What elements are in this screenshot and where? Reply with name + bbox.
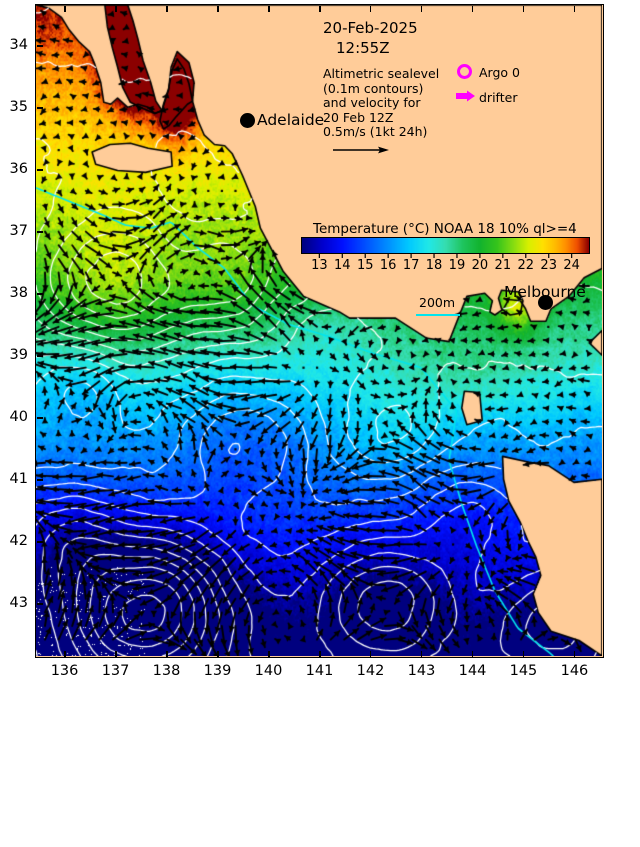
- longitude-tick: [369, 650, 372, 657]
- longitude-tick: [471, 5, 474, 12]
- latitude-tick-label: 34: [9, 36, 28, 53]
- colorbar-tick-label: 18: [425, 258, 443, 273]
- longitude-tick-label: 144: [458, 662, 487, 679]
- longitude-tick-label: 137: [101, 662, 130, 679]
- longitude-tick: [115, 650, 117, 657]
- longitude-tick-label: 139: [203, 662, 232, 679]
- latitude-tick: [36, 231, 43, 233]
- colorbar-tick-label: 23: [540, 258, 557, 273]
- velocity-scale-arrow-icon: [333, 146, 389, 154]
- longitude-tick: [319, 650, 321, 657]
- latitude-tick: [36, 45, 43, 47]
- longitude-tick-label: 138: [152, 662, 181, 679]
- city-label-melbourne: Melbourne: [504, 283, 586, 301]
- latitude-tick: [36, 355, 43, 357]
- bathymetry-label: 200m: [419, 295, 456, 310]
- bathymetry-line-sample: [416, 314, 460, 316]
- longitude-tick: [420, 650, 423, 657]
- colorbar-title: Temperature (°C) NOAA 18 10% ql>=4: [313, 221, 577, 237]
- latitude-tick-label: 42: [9, 532, 28, 549]
- colorbar-tick-label: 14: [334, 258, 351, 273]
- longitude-tick-label: 140: [254, 662, 283, 679]
- longitude-tick-label: 136: [50, 662, 79, 679]
- longitude-tick-label: 146: [560, 662, 589, 679]
- latitude-tick-label: 36: [9, 160, 28, 177]
- longitude-tick: [64, 5, 66, 12]
- longitude-tick: [64, 650, 66, 657]
- latitude-tick-label: 39: [9, 346, 28, 363]
- sst-velocity-field-canvas: [36, 5, 602, 656]
- drifter-marker-icon: [456, 90, 475, 102]
- legend-label-drifter: drifter: [479, 90, 518, 105]
- argo-float-marker-icon: [457, 64, 472, 79]
- latitude-tick-label: 40: [9, 408, 28, 425]
- longitude-tick-label: 143: [407, 662, 436, 679]
- longitude-tick: [217, 650, 219, 657]
- longitude-tick: [166, 650, 168, 657]
- temperature-colorbar: [301, 237, 590, 254]
- longitude-tick: [573, 650, 576, 657]
- map-title-date: 20-Feb-2025: [323, 19, 418, 37]
- longitude-tick: [522, 5, 525, 12]
- longitude-tick: [166, 5, 168, 12]
- map-description: Altimetric sealevel (0.1m contours) and …: [323, 66, 440, 140]
- city-label-adelaide: Adelaide: [257, 111, 325, 129]
- latitude-tick-label: 37: [9, 222, 28, 239]
- longitude-tick-label: 145: [509, 662, 538, 679]
- longitude-tick: [319, 5, 321, 12]
- colorbar-tick-label: 17: [402, 258, 420, 273]
- city-marker-adelaide: [240, 113, 255, 128]
- colorbar-tick-label: 21: [494, 258, 512, 273]
- latitude-tick: [36, 107, 43, 109]
- map-title-time: 12:55Z: [336, 39, 390, 57]
- longitude-tick: [115, 5, 117, 12]
- longitude-tick: [268, 650, 270, 657]
- latitude-tick: [36, 541, 43, 543]
- legend-label-argo: Argo 0: [479, 65, 520, 80]
- colorbar-tick-label: 24: [563, 258, 580, 273]
- latitude-tick-label: 35: [9, 98, 28, 115]
- city-marker-melbourne: [538, 295, 553, 310]
- latitude-tick-label: 38: [9, 284, 28, 301]
- map-plot-area[interactable]: 20-Feb-2025 12:55Z Altimetric sealevel (…: [35, 4, 604, 658]
- latitude-tick: [36, 417, 43, 419]
- longitude-tick: [573, 5, 576, 12]
- latitude-tick: [36, 293, 43, 295]
- colorbar-tick-label: 19: [448, 258, 466, 273]
- longitude-tick: [268, 5, 270, 12]
- colorbar-tick-label: 13: [311, 258, 328, 273]
- colorbar-ticks: [318, 254, 573, 258]
- colorbar-tick-labels: 13 14 15 16 17 18 19 20 21 22 23 24: [301, 258, 590, 276]
- sst-altimetry-map: 20-Feb-2025 12:55Z Altimetric sealevel (…: [9, 4, 628, 679]
- latitude-tick-label: 43: [9, 594, 28, 611]
- longitude-tick: [217, 5, 219, 12]
- longitude-tick-label: 142: [356, 662, 385, 679]
- colorbar-tick-label: 15: [356, 258, 374, 273]
- longitude-tick-label: 141: [305, 662, 334, 679]
- colorbar-tick-label: 16: [379, 258, 397, 273]
- latitude-tick: [36, 479, 43, 481]
- colorbar-tick-label: 22: [517, 258, 535, 273]
- colorbar-tick-label: 20: [471, 258, 489, 273]
- longitude-tick: [471, 650, 474, 657]
- latitude-tick: [36, 603, 43, 605]
- longitude-tick: [522, 650, 525, 657]
- longitude-tick: [420, 5, 423, 12]
- longitude-tick: [369, 5, 372, 12]
- credit-container: © IMOS 25-Feb-2025 19:33:35 Hobart time …: [608, 222, 628, 662]
- latitude-tick: [36, 169, 43, 171]
- latitude-tick-label: 41: [9, 470, 28, 487]
